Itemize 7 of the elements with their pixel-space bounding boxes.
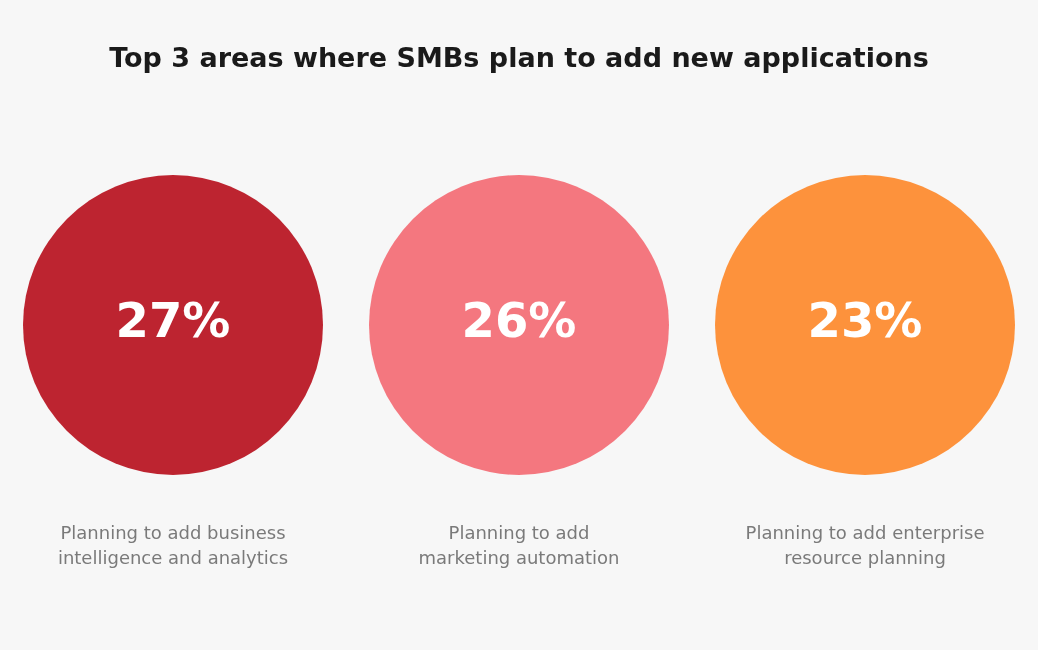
category-label: Planning to add marketing automation — [418, 521, 620, 568]
category-label: Planning to add enterprise resource planning — [745, 521, 985, 568]
text: Top 3 areas where SMBs plan to add new applications — [109, 42, 929, 74]
data-label: 27% — [115, 292, 231, 349]
data-label: 26% — [461, 292, 577, 349]
data-label: 23% — [807, 292, 923, 349]
category-label: Planning to add business intelligence and analytics — [57, 521, 289, 568]
